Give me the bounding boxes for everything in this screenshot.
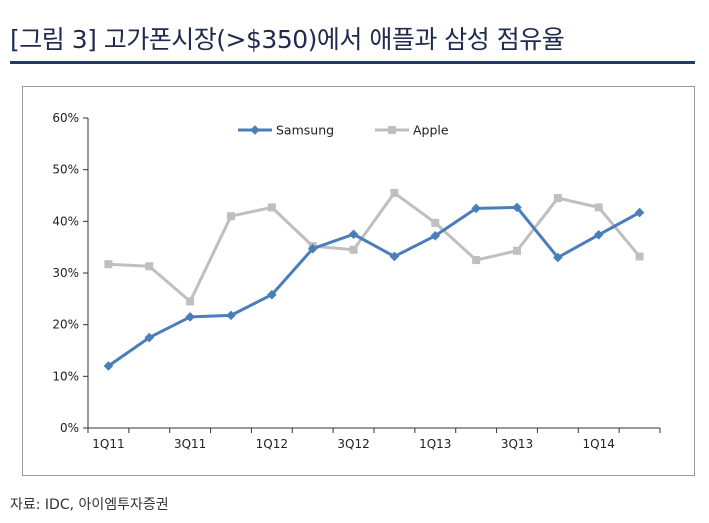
samsung-point <box>144 332 155 343</box>
apple-point <box>390 188 399 197</box>
apple-point <box>104 260 113 269</box>
y-tick-label: 60% <box>52 111 79 125</box>
legend-label-apple: Apple <box>413 123 449 138</box>
legend-marker-samsung <box>250 125 260 135</box>
samsung-point <box>512 202 522 213</box>
x-tick-label: 1Q14 <box>583 437 615 451</box>
apple-series <box>104 188 644 306</box>
apple-point <box>227 212 235 221</box>
x-tick-label: 3Q13 <box>501 437 533 451</box>
samsung-series <box>103 202 645 371</box>
samsung-point <box>267 289 277 300</box>
x-tick-label: 1Q13 <box>419 437 451 451</box>
y-tick-label: 40% <box>52 214 79 228</box>
apple-point <box>349 245 358 254</box>
y-tick-label: 30% <box>52 266 79 280</box>
apple-point <box>513 246 521 255</box>
y-tick-label: 0% <box>60 421 79 435</box>
chart-axes: 0% 10% 20% 30% 40% 50% 60% 1Q11 3Q11 1Q12 3Q12 1Q13… <box>52 111 661 451</box>
title-underline <box>10 61 695 64</box>
apple-point <box>635 252 644 261</box>
chart-title: [그림 3] 고가폰시장(>$350)에서 애플과 삼성 점유율 <box>10 25 565 54</box>
apple-point <box>594 203 603 212</box>
samsung-point <box>553 252 563 263</box>
legend-item-samsung: Samsung <box>238 123 334 138</box>
source-note: 자료: IDC, 아이엠투자증권 <box>10 497 169 513</box>
legend-item-apple: Apple <box>375 123 449 138</box>
samsung-point <box>389 251 400 262</box>
apple-point <box>267 203 276 212</box>
samsung-point <box>471 203 481 214</box>
samsung-point <box>430 231 441 241</box>
y-tick-label: 20% <box>52 318 79 332</box>
apple-point <box>472 256 481 265</box>
samsung-point <box>307 243 318 254</box>
samsung-point <box>185 312 195 322</box>
apple-point <box>553 194 562 203</box>
samsung-point <box>226 310 236 321</box>
apple-point <box>431 218 440 227</box>
y-tick-label: 50% <box>52 163 79 177</box>
x-tick-label: 3Q12 <box>337 437 369 451</box>
x-tick-label: 1Q12 <box>256 437 288 451</box>
samsung-point <box>634 207 645 218</box>
x-tick-label: 3Q11 <box>174 437 206 451</box>
apple-point <box>186 297 195 306</box>
chart-frame <box>22 86 695 476</box>
legend-label-samsung: Samsung <box>276 123 334 138</box>
samsung-point <box>103 361 114 371</box>
samsung-point <box>348 229 359 240</box>
chart-series <box>103 188 645 371</box>
samsung-line <box>107 205 641 368</box>
x-tick-label: 1Q11 <box>92 437 124 451</box>
chart-legend: Samsung Apple <box>238 123 449 138</box>
y-tick-label: 10% <box>52 369 79 383</box>
apple-point <box>145 262 154 271</box>
legend-marker-apple <box>388 126 396 134</box>
apple-line <box>108 191 641 303</box>
samsung-point <box>593 229 604 240</box>
